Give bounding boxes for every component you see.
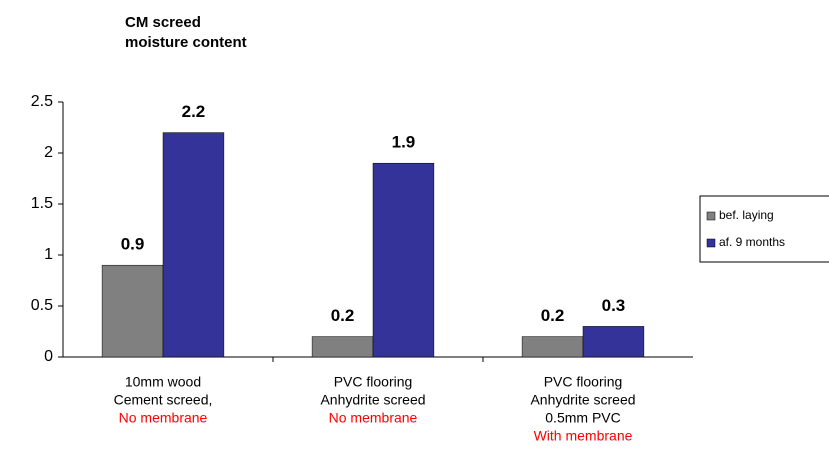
y-tick-label: 2.5 xyxy=(31,93,53,110)
bar xyxy=(372,162,435,358)
y-tick-label: 0 xyxy=(44,348,53,365)
y-tick-label: 0.5 xyxy=(31,297,53,314)
bar xyxy=(162,132,225,358)
y-tick-label: 1 xyxy=(44,246,53,263)
x-tick-label: PVC flooring xyxy=(334,374,413,390)
x-tick-note: With membrane xyxy=(534,428,633,444)
x-tick-label: PVC flooring xyxy=(544,374,623,390)
legend-box xyxy=(699,195,829,263)
x-tick-label: 10mm wood xyxy=(125,374,201,390)
x-tick-label: Anhydrite screed xyxy=(320,392,425,408)
bar xyxy=(582,326,645,358)
legend-swatch xyxy=(706,238,716,248)
chart-title: moisture content xyxy=(125,34,247,51)
x-tick-label: Anhydrite screed xyxy=(530,392,635,408)
bar xyxy=(521,336,584,358)
x-tick-label: 0.5mm PVC xyxy=(545,410,620,426)
bar xyxy=(101,264,164,358)
value-label: 0.3 xyxy=(602,296,626,315)
y-tick-label: 1.5 xyxy=(31,195,53,212)
value-label: 2.2 xyxy=(182,102,206,121)
bar xyxy=(311,336,374,358)
legend-label: af. 9 months xyxy=(719,235,785,249)
legend-label: bef. laying xyxy=(719,208,774,222)
x-tick-note: No membrane xyxy=(119,410,208,426)
value-label: 0.2 xyxy=(541,306,565,325)
y-tick-label: 2 xyxy=(44,144,53,161)
legend-swatch xyxy=(706,211,716,221)
x-tick-label: Cement screed, xyxy=(114,392,213,408)
value-label: 1.9 xyxy=(392,133,416,152)
value-label: 0.2 xyxy=(331,306,355,325)
chart-title: CM screed xyxy=(125,14,201,31)
value-label: 0.9 xyxy=(121,235,145,254)
x-tick-note: No membrane xyxy=(329,410,418,426)
